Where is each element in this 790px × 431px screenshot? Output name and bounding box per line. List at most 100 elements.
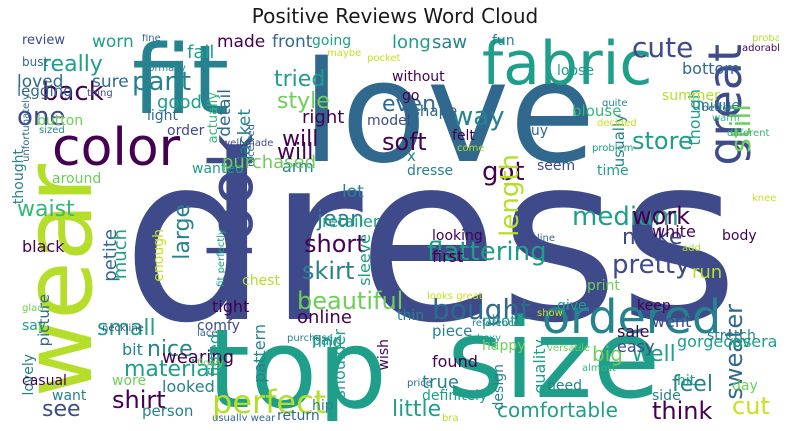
word-review: review bbox=[22, 34, 65, 48]
word-got: got bbox=[482, 157, 525, 187]
word-line: line bbox=[537, 233, 556, 244]
word-perfect: perfect bbox=[212, 383, 327, 421]
word-short: short bbox=[304, 230, 366, 258]
word-saw: saw bbox=[432, 34, 468, 53]
word-work: work bbox=[632, 202, 691, 230]
word-dress: dress bbox=[122, 107, 739, 374]
word-front: front bbox=[272, 34, 313, 52]
word-design: design bbox=[491, 364, 507, 411]
word-purchased: purchased bbox=[222, 152, 317, 173]
word-button: button bbox=[37, 113, 84, 129]
word-problem: problem bbox=[592, 143, 634, 154]
word-lace: lace bbox=[197, 328, 218, 339]
word-happy: happy bbox=[482, 338, 526, 354]
word-person: person bbox=[142, 402, 194, 420]
word-went: went bbox=[652, 312, 692, 331]
word-x: x bbox=[407, 147, 416, 165]
word-legging: legging bbox=[17, 82, 73, 100]
word-well: well bbox=[632, 342, 676, 367]
word-maybe: maybe bbox=[327, 48, 362, 59]
word-time: time bbox=[597, 163, 629, 179]
word-unfortunately: unfortunately bbox=[21, 94, 32, 162]
word-jean: jean bbox=[317, 207, 365, 232]
word-will: will bbox=[282, 127, 319, 152]
word-quite: quite bbox=[602, 98, 628, 109]
word-find: find bbox=[312, 332, 343, 351]
word-return: return bbox=[277, 408, 320, 421]
word-really: really bbox=[42, 52, 103, 77]
word-pant: pant bbox=[132, 67, 192, 97]
word-first: first bbox=[432, 247, 464, 266]
word-almost: almost bbox=[582, 363, 616, 374]
word-neckline: neckline bbox=[102, 323, 144, 334]
word-beautiful: beautiful bbox=[297, 287, 404, 315]
word-cute: cute bbox=[632, 34, 694, 64]
word-comfy: comfy bbox=[197, 318, 240, 334]
word-day: day bbox=[732, 378, 758, 394]
word-wore: wore bbox=[112, 373, 147, 389]
word-tight: tight bbox=[212, 297, 250, 316]
word-keep: keep bbox=[637, 298, 671, 314]
word-will-2: will bbox=[277, 140, 314, 165]
word-much: much bbox=[110, 229, 131, 280]
word-boxy: boxy bbox=[477, 333, 501, 344]
word-comfortable: comfortable bbox=[497, 398, 618, 421]
word-worn: worn bbox=[92, 34, 134, 52]
word-normally: normally bbox=[142, 63, 186, 74]
word-size: size bbox=[447, 295, 661, 421]
word-color: color bbox=[52, 118, 181, 178]
word-glad: glad bbox=[22, 303, 44, 314]
word-loose: loose bbox=[557, 63, 594, 79]
word-need: need bbox=[547, 378, 582, 394]
word-soft: soft bbox=[382, 128, 427, 156]
word-bit: bit bbox=[122, 340, 143, 359]
word-wish: wish bbox=[376, 339, 392, 371]
word-overall: overall bbox=[732, 332, 779, 351]
word-well-made: well made bbox=[222, 138, 274, 149]
word-going: going bbox=[312, 34, 352, 49]
word-gorgeous: gorgeous bbox=[677, 332, 752, 351]
word-buy: buy bbox=[522, 123, 549, 139]
word-small: small bbox=[97, 316, 156, 341]
word-good: good bbox=[157, 92, 202, 113]
word-one: one bbox=[17, 102, 66, 132]
word-black: black bbox=[22, 237, 65, 256]
word-shape: shape bbox=[412, 102, 458, 120]
word-fit-perfectly: fit perfectly bbox=[216, 229, 227, 287]
word-large: large bbox=[170, 204, 195, 260]
word-style: style bbox=[277, 89, 330, 114]
word-piece: piece bbox=[432, 322, 473, 340]
word-length: length bbox=[495, 154, 525, 237]
word-enough: enough bbox=[151, 229, 167, 282]
word-sized: sized bbox=[39, 125, 65, 136]
word-looks-great: looks great bbox=[427, 291, 483, 302]
word-easy: easy bbox=[617, 337, 655, 356]
word-give: give bbox=[557, 298, 587, 314]
word-bottom: bottom bbox=[682, 59, 740, 78]
word-warm: warm bbox=[712, 113, 740, 124]
word-medium: medium bbox=[572, 202, 679, 232]
word-summer: summer bbox=[662, 88, 720, 104]
word-felt: felt bbox=[452, 128, 475, 144]
word-waist: waist bbox=[17, 197, 75, 222]
word-top: top bbox=[207, 305, 388, 421]
word-flowy: flowy bbox=[197, 358, 224, 369]
word-stretch: stretch bbox=[707, 328, 756, 344]
word-probably: probably bbox=[752, 34, 779, 44]
word-versatile: versatile bbox=[547, 343, 591, 354]
word-fit: fit bbox=[132, 34, 230, 136]
word-hit: hit bbox=[677, 373, 696, 389]
word-fitted: fitted bbox=[205, 334, 224, 377]
word-add: add bbox=[682, 243, 701, 254]
word-cloud-area: dress love top size fit wear fabric color look or… bbox=[12, 34, 779, 421]
word-loved: loved bbox=[17, 72, 64, 92]
word-reference: reference bbox=[472, 318, 520, 329]
word-fall: fall bbox=[187, 42, 215, 63]
word-cut: cut bbox=[732, 392, 770, 420]
word-flattering: flattering bbox=[427, 237, 547, 267]
word-without: without bbox=[392, 69, 445, 85]
word-big: big bbox=[592, 342, 623, 366]
word-make: make bbox=[622, 225, 683, 250]
word-chest: chest bbox=[242, 273, 280, 289]
